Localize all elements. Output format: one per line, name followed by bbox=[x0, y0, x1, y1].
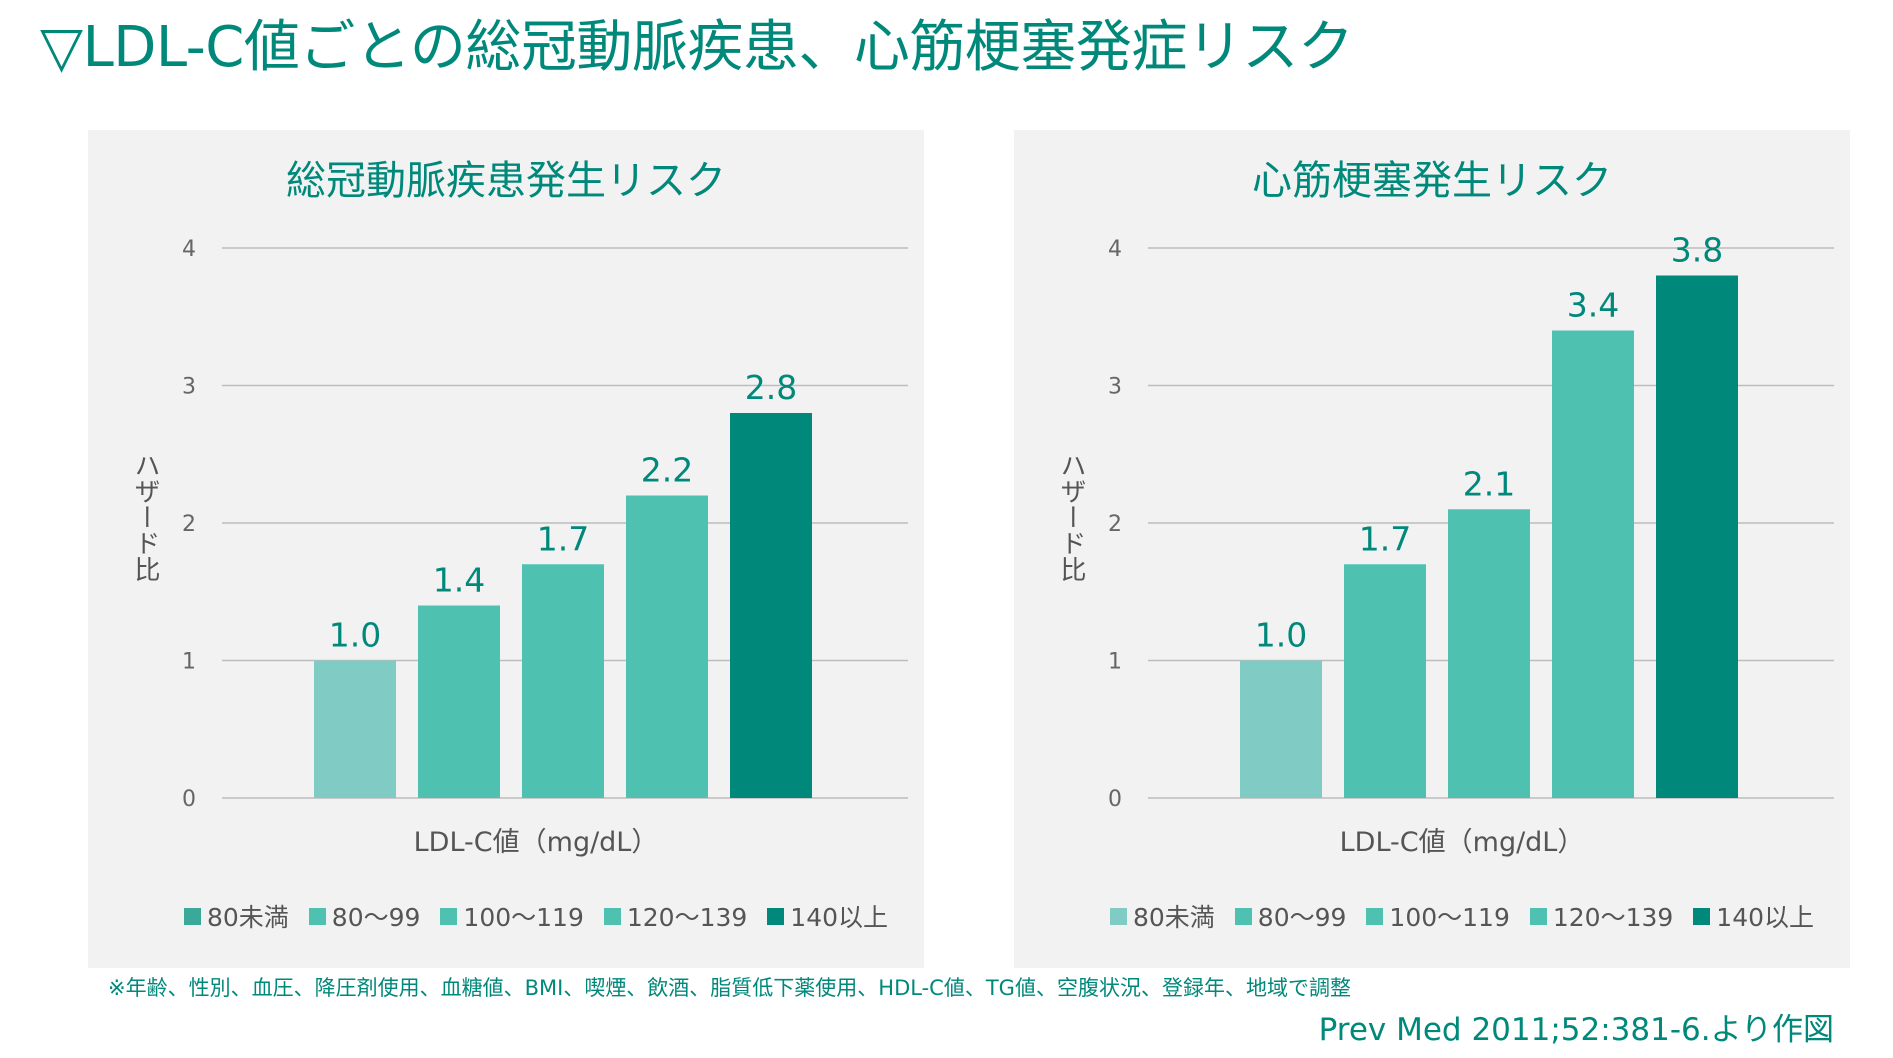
legend-item: 100〜119 bbox=[1366, 898, 1510, 934]
y-tick-label: 3 bbox=[182, 375, 196, 400]
legend-swatch bbox=[1234, 907, 1252, 925]
y-tick-label: 1 bbox=[182, 650, 196, 675]
chart-title: 心筋梗塞発生リスク bbox=[1252, 158, 1612, 204]
legend-swatch bbox=[308, 907, 326, 925]
legend: 80未満 80〜99 100〜119 120〜139 140以上 bbox=[88, 898, 924, 934]
legend-swatch bbox=[183, 907, 201, 925]
legend-item: 140以上 bbox=[767, 898, 888, 934]
legend: 80未満 80〜99 100〜119 120〜139 140以上 bbox=[1014, 898, 1850, 934]
legend-swatch bbox=[440, 907, 458, 925]
legend-swatch bbox=[1109, 907, 1127, 925]
bar-3 bbox=[522, 564, 604, 798]
bar-value-label: 2.1 bbox=[1463, 464, 1515, 503]
bar-value-label: 1.0 bbox=[329, 616, 381, 655]
bar-value-label: 2.8 bbox=[745, 368, 797, 407]
legend-item: 120〜139 bbox=[603, 898, 748, 934]
plot-area: 0 1 2 3 4 1.0 1.4 1.7 2.2 2.8 bbox=[88, 130, 924, 968]
bar-value-label: 2.2 bbox=[641, 451, 693, 490]
bar-2 bbox=[1344, 564, 1426, 798]
bar-4 bbox=[1552, 330, 1634, 798]
legend-item: 80未満 bbox=[1109, 898, 1215, 934]
legend-label: 120〜139 bbox=[626, 903, 748, 932]
bar-chart-svg: 0 1 2 3 4 1.0 1.4 1.7 2.2 2.8 bbox=[182, 237, 908, 812]
legend-label: 140以上 bbox=[790, 903, 889, 932]
legend-item: 120〜139 bbox=[1529, 898, 1674, 934]
y-tick-label: 0 bbox=[1108, 787, 1122, 812]
legend-item: 140以上 bbox=[1693, 898, 1814, 934]
y-tick-label: 0 bbox=[182, 787, 196, 812]
page-title: ▽LDL-C値ごとの総冠動脈疾患、心筋梗塞発症リスク bbox=[40, 15, 1354, 80]
legend-item: 100〜119 bbox=[440, 898, 584, 934]
legend-swatch bbox=[767, 907, 785, 925]
legend-label: 80〜99 bbox=[1257, 903, 1347, 932]
x-axis-label: LDL-C値（mg/dL） bbox=[413, 827, 659, 858]
bar-5 bbox=[730, 413, 812, 798]
bar-4 bbox=[626, 495, 708, 798]
legend-item: 80未満 bbox=[183, 898, 289, 934]
bar-value-label: 1.4 bbox=[433, 561, 485, 600]
legend-label: 80〜99 bbox=[331, 903, 421, 932]
bar-1 bbox=[1240, 660, 1322, 798]
bar-chart-svg: 0 1 2 3 4 1.0 1.7 2.1 3.4 3.8 bbox=[1108, 231, 1834, 812]
bar-3 bbox=[1448, 509, 1530, 798]
legend-swatch bbox=[1529, 907, 1547, 925]
legend-label: 140以上 bbox=[1716, 903, 1815, 932]
bar-value-label: 1.7 bbox=[1359, 519, 1411, 558]
adjustment-footnote: ※年齢、性別、血圧、降圧剤使用、血糖値、BMI、喫煙、飲酒、脂質低下薬使用、HD… bbox=[108, 976, 1351, 1000]
y-tick-label: 2 bbox=[182, 512, 196, 537]
y-axis-label: ハザード比 bbox=[1056, 452, 1086, 582]
bar-value-label: 3.4 bbox=[1567, 286, 1619, 325]
bar-1 bbox=[314, 660, 396, 798]
x-axis-label: LDL-C値（mg/dL） bbox=[1339, 827, 1585, 858]
legend-label: 80未満 bbox=[206, 903, 289, 932]
legend-label: 120〜139 bbox=[1552, 903, 1674, 932]
y-tick-label: 4 bbox=[1108, 237, 1122, 262]
legend-item: 80〜99 bbox=[1234, 898, 1347, 934]
y-tick-label: 3 bbox=[1108, 375, 1122, 400]
chart-panel-chd: 総冠動脈疾患発生リスク 0 1 2 3 4 1.0 1.4 1.7 2.2 2.8 ハザード比 L… bbox=[88, 130, 924, 968]
legend-item: 80〜99 bbox=[308, 898, 421, 934]
chart-panel-mi: 心筋梗塞発生リスク 0 1 2 3 4 1.0 1.7 2.1 3.4 3.8 ハザード比 LDL… bbox=[1014, 130, 1850, 968]
plot-area: 0 1 2 3 4 1.0 1.7 2.1 3.4 3.8 bbox=[1014, 130, 1850, 968]
y-axis-label: ハザード比 bbox=[130, 452, 160, 582]
bar-2 bbox=[418, 605, 500, 798]
legend-swatch bbox=[1366, 907, 1384, 925]
y-tick-label: 2 bbox=[1108, 512, 1122, 537]
source-citation: Prev Med 2011;52:381-6.より作図 bbox=[1318, 1012, 1834, 1048]
legend-label: 100〜119 bbox=[1389, 903, 1510, 932]
legend-label: 80未満 bbox=[1132, 903, 1215, 932]
legend-label: 100〜119 bbox=[463, 903, 584, 932]
bar-5 bbox=[1656, 275, 1738, 798]
bar-value-label: 1.0 bbox=[1255, 616, 1307, 655]
chart-title: 総冠動脈疾患発生リスク bbox=[286, 158, 726, 204]
bar-value-label: 3.8 bbox=[1671, 231, 1723, 270]
legend-swatch bbox=[603, 907, 621, 925]
y-tick-label: 1 bbox=[1108, 650, 1122, 675]
bar-value-label: 1.7 bbox=[537, 519, 589, 558]
y-tick-label: 4 bbox=[182, 237, 196, 262]
legend-swatch bbox=[1693, 907, 1711, 925]
